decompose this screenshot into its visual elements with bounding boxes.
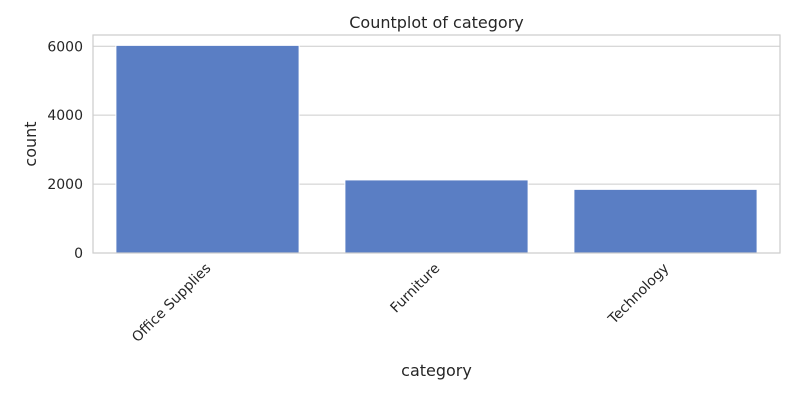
y-tick-label: 0 (74, 246, 83, 262)
plot-frame (92, 34, 781, 254)
chart-title: Countplot of category (349, 13, 523, 32)
bar-technology (573, 188, 758, 254)
x-axis-label: category (401, 361, 472, 380)
y-tick-label: 6000 (47, 39, 83, 55)
bar-layer (115, 44, 758, 254)
x-tick-label: Technology (605, 261, 672, 328)
x-tick-layer: Office Supplies Furniture Technology (129, 261, 672, 346)
bar-office-supplies (115, 44, 300, 254)
bar-furniture (344, 179, 529, 254)
y-axis-label: count (21, 121, 40, 166)
x-tick-label: Furniture (388, 261, 444, 317)
x-tick-label: Office Supplies (129, 261, 214, 346)
y-tick-label: 2000 (47, 177, 83, 193)
y-tick-layer: 0 2000 4000 6000 (47, 39, 83, 262)
y-tick-label: 4000 (47, 108, 83, 124)
